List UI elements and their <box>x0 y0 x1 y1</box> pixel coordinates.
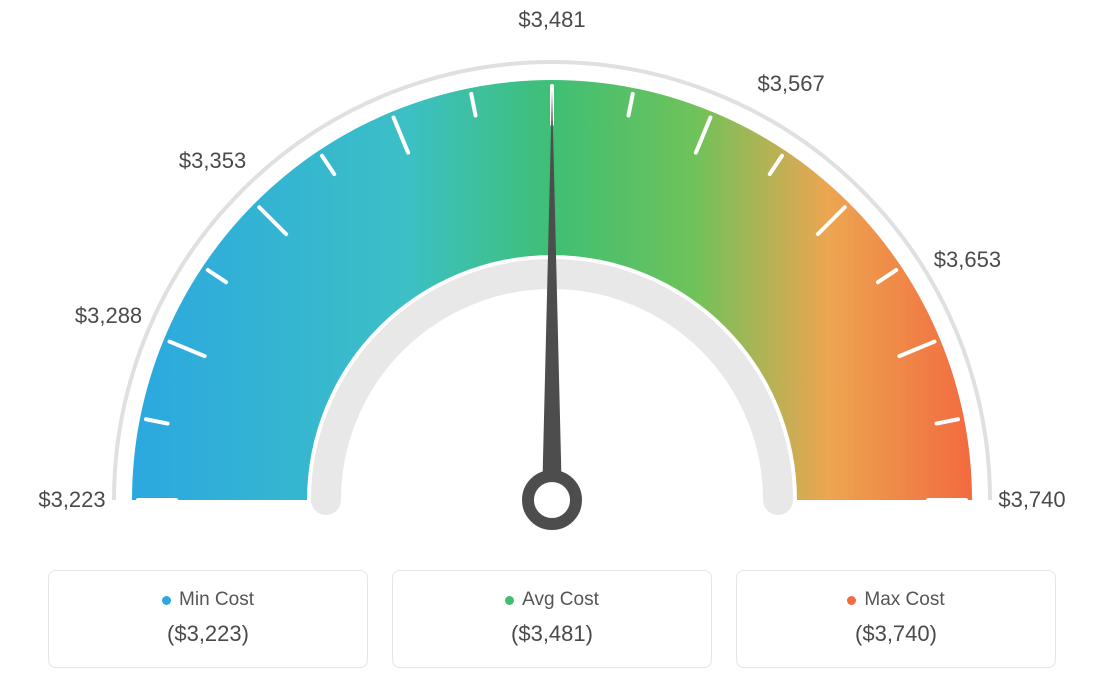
max-cost-card: Max Cost ($3,740) <box>736 570 1056 668</box>
gauge-tick-label: $3,567 <box>757 71 824 97</box>
gauge-tick-label: $3,223 <box>38 487 105 513</box>
min-dot <box>162 596 171 605</box>
max-dot <box>847 596 856 605</box>
gauge-tick-label: $3,653 <box>934 247 1001 273</box>
max-label: Max Cost <box>864 589 944 611</box>
gauge-tick-label: $3,740 <box>998 487 1065 513</box>
avg-label: Avg Cost <box>522 589 599 611</box>
summary-cards: Min Cost ($3,223) Avg Cost ($3,481) Max … <box>48 570 1056 668</box>
min-cost-card: Min Cost ($3,223) <box>48 570 368 668</box>
min-value: ($3,223) <box>69 621 347 647</box>
gauge-chart: $3,223 $3,288 $3,353 $3,481 $3,567 $3,653 $3,7… <box>0 0 1104 560</box>
min-label: Min Cost <box>179 589 254 611</box>
avg-dot <box>505 596 514 605</box>
max-value: ($3,740) <box>757 621 1035 647</box>
avg-value: ($3,481) <box>413 621 691 647</box>
gauge-tick-label: $3,353 <box>179 148 246 174</box>
avg-cost-card: Avg Cost ($3,481) <box>392 570 712 668</box>
gauge-tick-label: $3,481 <box>518 7 585 33</box>
gauge-tick-label: $3,288 <box>75 303 142 329</box>
